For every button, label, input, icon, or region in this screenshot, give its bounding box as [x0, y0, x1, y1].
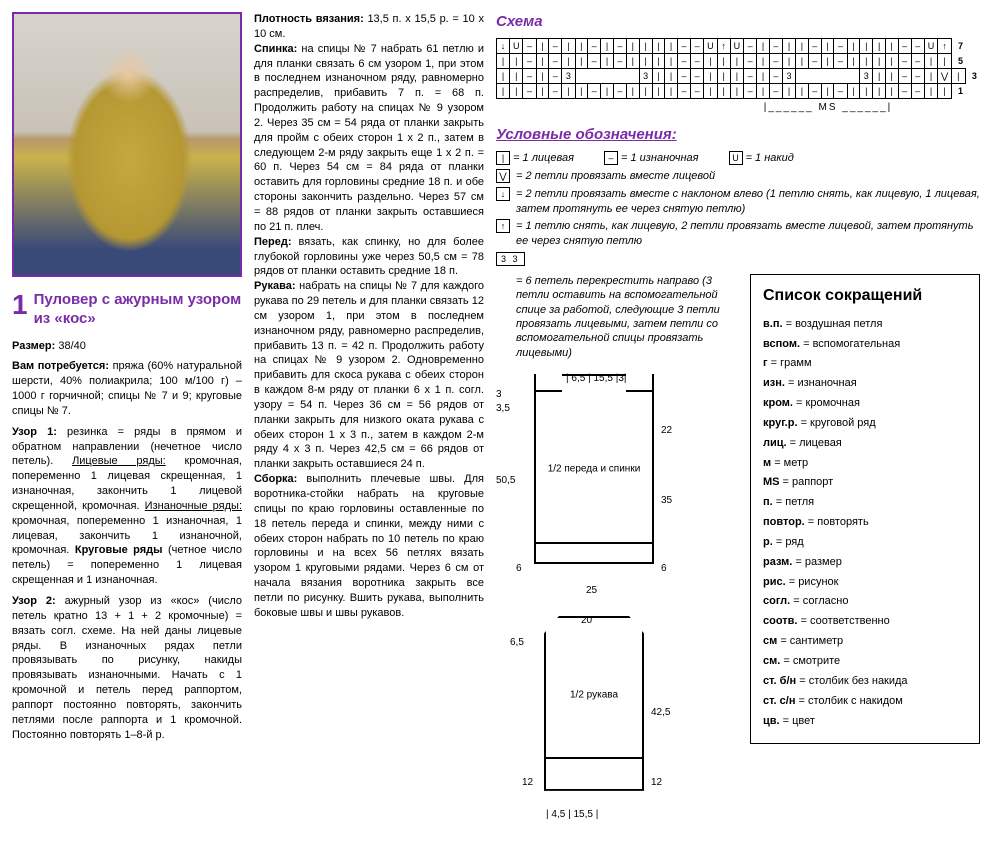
- abbrev-item: ст. б/н = столбик без накида: [763, 674, 967, 689]
- scheme-title: Схема: [496, 12, 980, 32]
- abbrev-item: разм. = размер: [763, 555, 967, 570]
- abbrev-item: в.п. = воздушная петля: [763, 317, 967, 332]
- abbrev-item: соотв. = соответственно: [763, 614, 967, 629]
- abbrev-item: согл. = согласно: [763, 594, 967, 609]
- legend-title: Условные обозначения:: [496, 125, 980, 145]
- abbrev-item: цв. = цвет: [763, 714, 967, 729]
- abbrev-title: Список сокращений: [763, 285, 967, 307]
- pattern-photo: [12, 12, 242, 277]
- pattern-title: Пуловер с ажурным узором из «кос»: [34, 291, 242, 329]
- abbrev-item: м = метр: [763, 456, 967, 471]
- abbrev-item: рис. = рисунок: [763, 575, 967, 590]
- abbrev-item: р. = ряд: [763, 535, 967, 550]
- legend-item: ↑= 1 петлю снять, как лицевую, 2 петли п…: [496, 219, 980, 249]
- abbrev-item: см = сантиметр: [763, 634, 967, 649]
- legend-cross: 3 3: [496, 252, 980, 266]
- abbrev-item: г = грамм: [763, 356, 967, 371]
- abbrev-item: повтор. = повторять: [763, 515, 967, 530]
- abbrev-item: кром. = кромочная: [763, 396, 967, 411]
- abbrev-item: вспом. = вспомогательная: [763, 337, 967, 352]
- abbrev-item: лиц. = лицевая: [763, 436, 967, 451]
- legend: | = 1 лицевая – = 1 изнаночная U = 1 нак…: [496, 151, 980, 266]
- abbrev-item: круг.р. = круговой ряд: [763, 416, 967, 431]
- legend-item: ⋁= 2 петли провязать вместе лицевой: [496, 169, 980, 184]
- chart-ms-label: |______ MS ______|: [676, 101, 980, 115]
- pattern-number: 1: [12, 291, 28, 319]
- pattern-title-block: 1 Пуловер с ажурным узором из «кос»: [12, 291, 242, 329]
- stitch-chart: ↓U–|–||–|–||||––U↑U–|–||–|–||||––U↑7||–|…: [496, 38, 980, 99]
- sleeve-schematic: 20 6,5 1/2 рукава 42,5 12 12 | 4,5 | 15,…: [496, 616, 736, 826]
- col2-text: Плотность вязания: 13,5 п. х 15,5 р. = 1…: [254, 12, 484, 621]
- col1-text: Размер: 38/40 Вам потребуется: пряжа (60…: [12, 339, 242, 743]
- abbreviations-box: Список сокращений в.п. = воздушная петля…: [750, 274, 980, 744]
- body-schematic: | 6,5 | 15,5 |3| 3 3,5 1/2 переда и спин…: [496, 374, 736, 604]
- legend-cross-text: = 6 петель перекрестить направо (3 петли…: [516, 274, 736, 360]
- abbrev-item: ст. с/н = столбик с накидом: [763, 694, 967, 709]
- abbrev-item: изн. = изнаночная: [763, 376, 967, 391]
- abbrev-item: MS = раппорт: [763, 475, 967, 490]
- abbrev-item: см. = смотрите: [763, 654, 967, 669]
- legend-item: | = 1 лицевая – = 1 изнаночная U = 1 нак…: [496, 151, 980, 166]
- legend-item: ↓= 2 петли провязать вместе с наклоном в…: [496, 187, 980, 217]
- abbrev-item: п. = петля: [763, 495, 967, 510]
